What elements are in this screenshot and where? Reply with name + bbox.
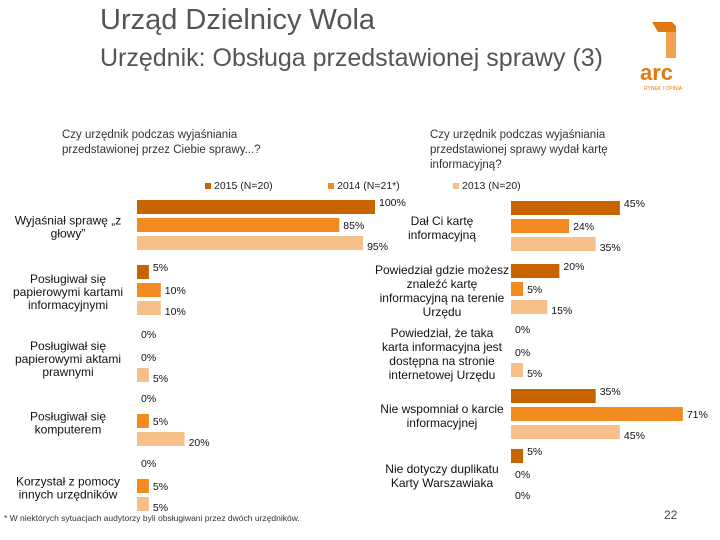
chart1-bar-2014: [137, 218, 340, 232]
chart2-value-label: 15%: [551, 305, 572, 317]
logo-tower-base: [666, 32, 676, 58]
chart2-category-label: Nie dotyczy duplikatu: [385, 462, 498, 476]
chart2-category-label: dostępna na stronie: [389, 354, 495, 368]
chart2-value-label: 35%: [600, 242, 621, 254]
chart2-category-label: Dał Ci kartę: [411, 214, 474, 228]
legend-2014: 2014 (N=21*): [328, 180, 400, 192]
chart1-category-label: Posługiwał się: [30, 272, 106, 286]
legend-2015: 2015 (N=20): [205, 180, 273, 192]
legend-label-2015: 2015 (N=20): [214, 180, 273, 192]
chart1-category-label: Korzystał z pomocy: [16, 475, 120, 489]
chart2-bar-2015: [511, 201, 620, 215]
chart2-bar-2013: [511, 300, 548, 314]
chart2-value-label: 5%: [527, 284, 542, 296]
chart1-category-label: prawnymi: [42, 365, 93, 379]
chart1-value-label: 5%: [153, 262, 168, 274]
chart1-bar-2013: [137, 301, 161, 315]
legend-swatch-2014: [328, 183, 334, 189]
chart1-value-label: 0%: [141, 352, 156, 364]
chart2-value-label: 20%: [563, 261, 584, 273]
chart2-bar-2015: [511, 264, 560, 278]
chart2-value-label: 71%: [687, 409, 708, 421]
chart2-category-label: Urzędu: [423, 305, 462, 319]
chart1-value-label: 95%: [367, 241, 388, 253]
chart1-value-label: 5%: [153, 416, 168, 428]
chart2-bar-2013: [511, 363, 524, 377]
chart1-category-label: papierowymi kartami: [13, 285, 123, 299]
chart1-category-label: Wyjaśniał sprawę „z: [15, 214, 122, 228]
chart1-value-label: 5%: [153, 373, 168, 385]
chart1-category-label: informacyjnymi: [28, 298, 108, 312]
chart2-value-label: 45%: [624, 198, 645, 210]
chart1-value-label: 10%: [165, 306, 186, 318]
logo-text: arc: [640, 60, 673, 85]
page-number: 22: [664, 508, 678, 522]
chart1-category-label: Posługiwał się: [30, 339, 106, 353]
chart2-value-label: 0%: [515, 324, 530, 336]
legend-label-2013: 2013 (N=20): [462, 180, 521, 192]
chart1-value-label: 0%: [141, 393, 156, 405]
legend-label-2014: 2014 (N=21*): [337, 180, 400, 192]
chart1-bar-2014: [137, 283, 161, 297]
chart1-value-label: 5%: [153, 502, 168, 514]
chart2-category-label: internetowej Urzędu: [389, 368, 496, 382]
chart2-bar-2014: [511, 282, 524, 296]
chart2-category-label: Powiedział, że taka: [391, 326, 494, 340]
footnote: * W niektórych sytuacjach audytorzy byli…: [4, 513, 300, 523]
chart2-category-label: informacyjną na terenie: [380, 291, 505, 305]
chart1-bar-2013: [137, 432, 185, 446]
chart1-value-label: 5%: [153, 481, 168, 493]
chart1-value-label: 85%: [343, 220, 364, 232]
legend-2013: 2013 (N=20): [453, 180, 521, 192]
arc-logo: arc RYNEK I OPINIA: [640, 22, 683, 92]
chart2-bar-2013: [511, 425, 620, 439]
chart1-bar-2013: [137, 497, 149, 511]
legend-swatch-2013: [453, 183, 459, 189]
page-title: Urząd Dzielnicy Wola: [100, 4, 376, 36]
chart2-category-label: Karty Warszawiaka: [391, 476, 494, 490]
chart1-bar-2013: [137, 236, 364, 250]
chart1-category-label: komputerem: [35, 423, 102, 437]
chart1-value-label: 100%: [379, 197, 406, 209]
logo-subtext: RYNEK I OPINIA: [644, 86, 683, 92]
chart2-value-label: 0%: [515, 347, 530, 359]
chart1-question: Czy urzędnik podczas wyjaśniania przedst…: [62, 129, 261, 156]
chart2-question: Czy urzędnik podczas wyjaśniania przedst…: [430, 129, 608, 171]
chart2-category-label: Powiedział gdzie możesz: [375, 263, 509, 277]
chart1-value-label: 10%: [165, 285, 186, 297]
chart2-bar-2014: [511, 219, 570, 233]
chart2-category-label: znaleźć kartę: [407, 277, 478, 291]
chart2-value-label: 35%: [600, 386, 621, 398]
chart1-value-label: 20%: [189, 437, 210, 449]
chart2-value-label: 0%: [515, 469, 530, 481]
chart2-category-label: Nie wspomniał o karcie: [380, 402, 504, 416]
chart2-value-label: 5%: [527, 368, 542, 380]
chart1-value-label: 0%: [141, 458, 156, 470]
chart2-category-label: karta informacyjna jest: [382, 340, 503, 354]
chart1-category-label: głowy”: [51, 227, 86, 241]
chart1-bar-2014: [137, 479, 149, 493]
chart1-bar-2013: [137, 368, 149, 382]
chart1-category-label: papierowymi aktami: [15, 352, 121, 366]
chart1-category-label: innych urzędników: [19, 488, 118, 502]
chart2-bar-2014: [511, 407, 683, 421]
chart1-bar-2015: [137, 200, 375, 214]
page-subtitle: Urzędnik: Obsługa przedstawionej sprawy …: [100, 44, 603, 72]
chart1-bar-2015: [137, 265, 149, 279]
chart2-bar-2015: [511, 389, 596, 403]
chart2-bar-2013: [511, 237, 596, 251]
legend-swatch-2015: [205, 183, 211, 189]
chart2-value-label: 24%: [573, 221, 594, 233]
chart1-category-label: Posługiwał się: [30, 410, 106, 424]
chart1-bar-2014: [137, 414, 149, 428]
chart2-category-label: informacyjną: [408, 228, 476, 242]
chart2-value-label: 5%: [527, 446, 542, 458]
chart2-category-label: informacyjnej: [407, 416, 478, 430]
chart2-bar-2015: [511, 449, 524, 463]
chart2-value-label: 45%: [624, 430, 645, 442]
chart1-value-label: 0%: [141, 329, 156, 341]
chart2-value-label: 0%: [515, 490, 530, 502]
